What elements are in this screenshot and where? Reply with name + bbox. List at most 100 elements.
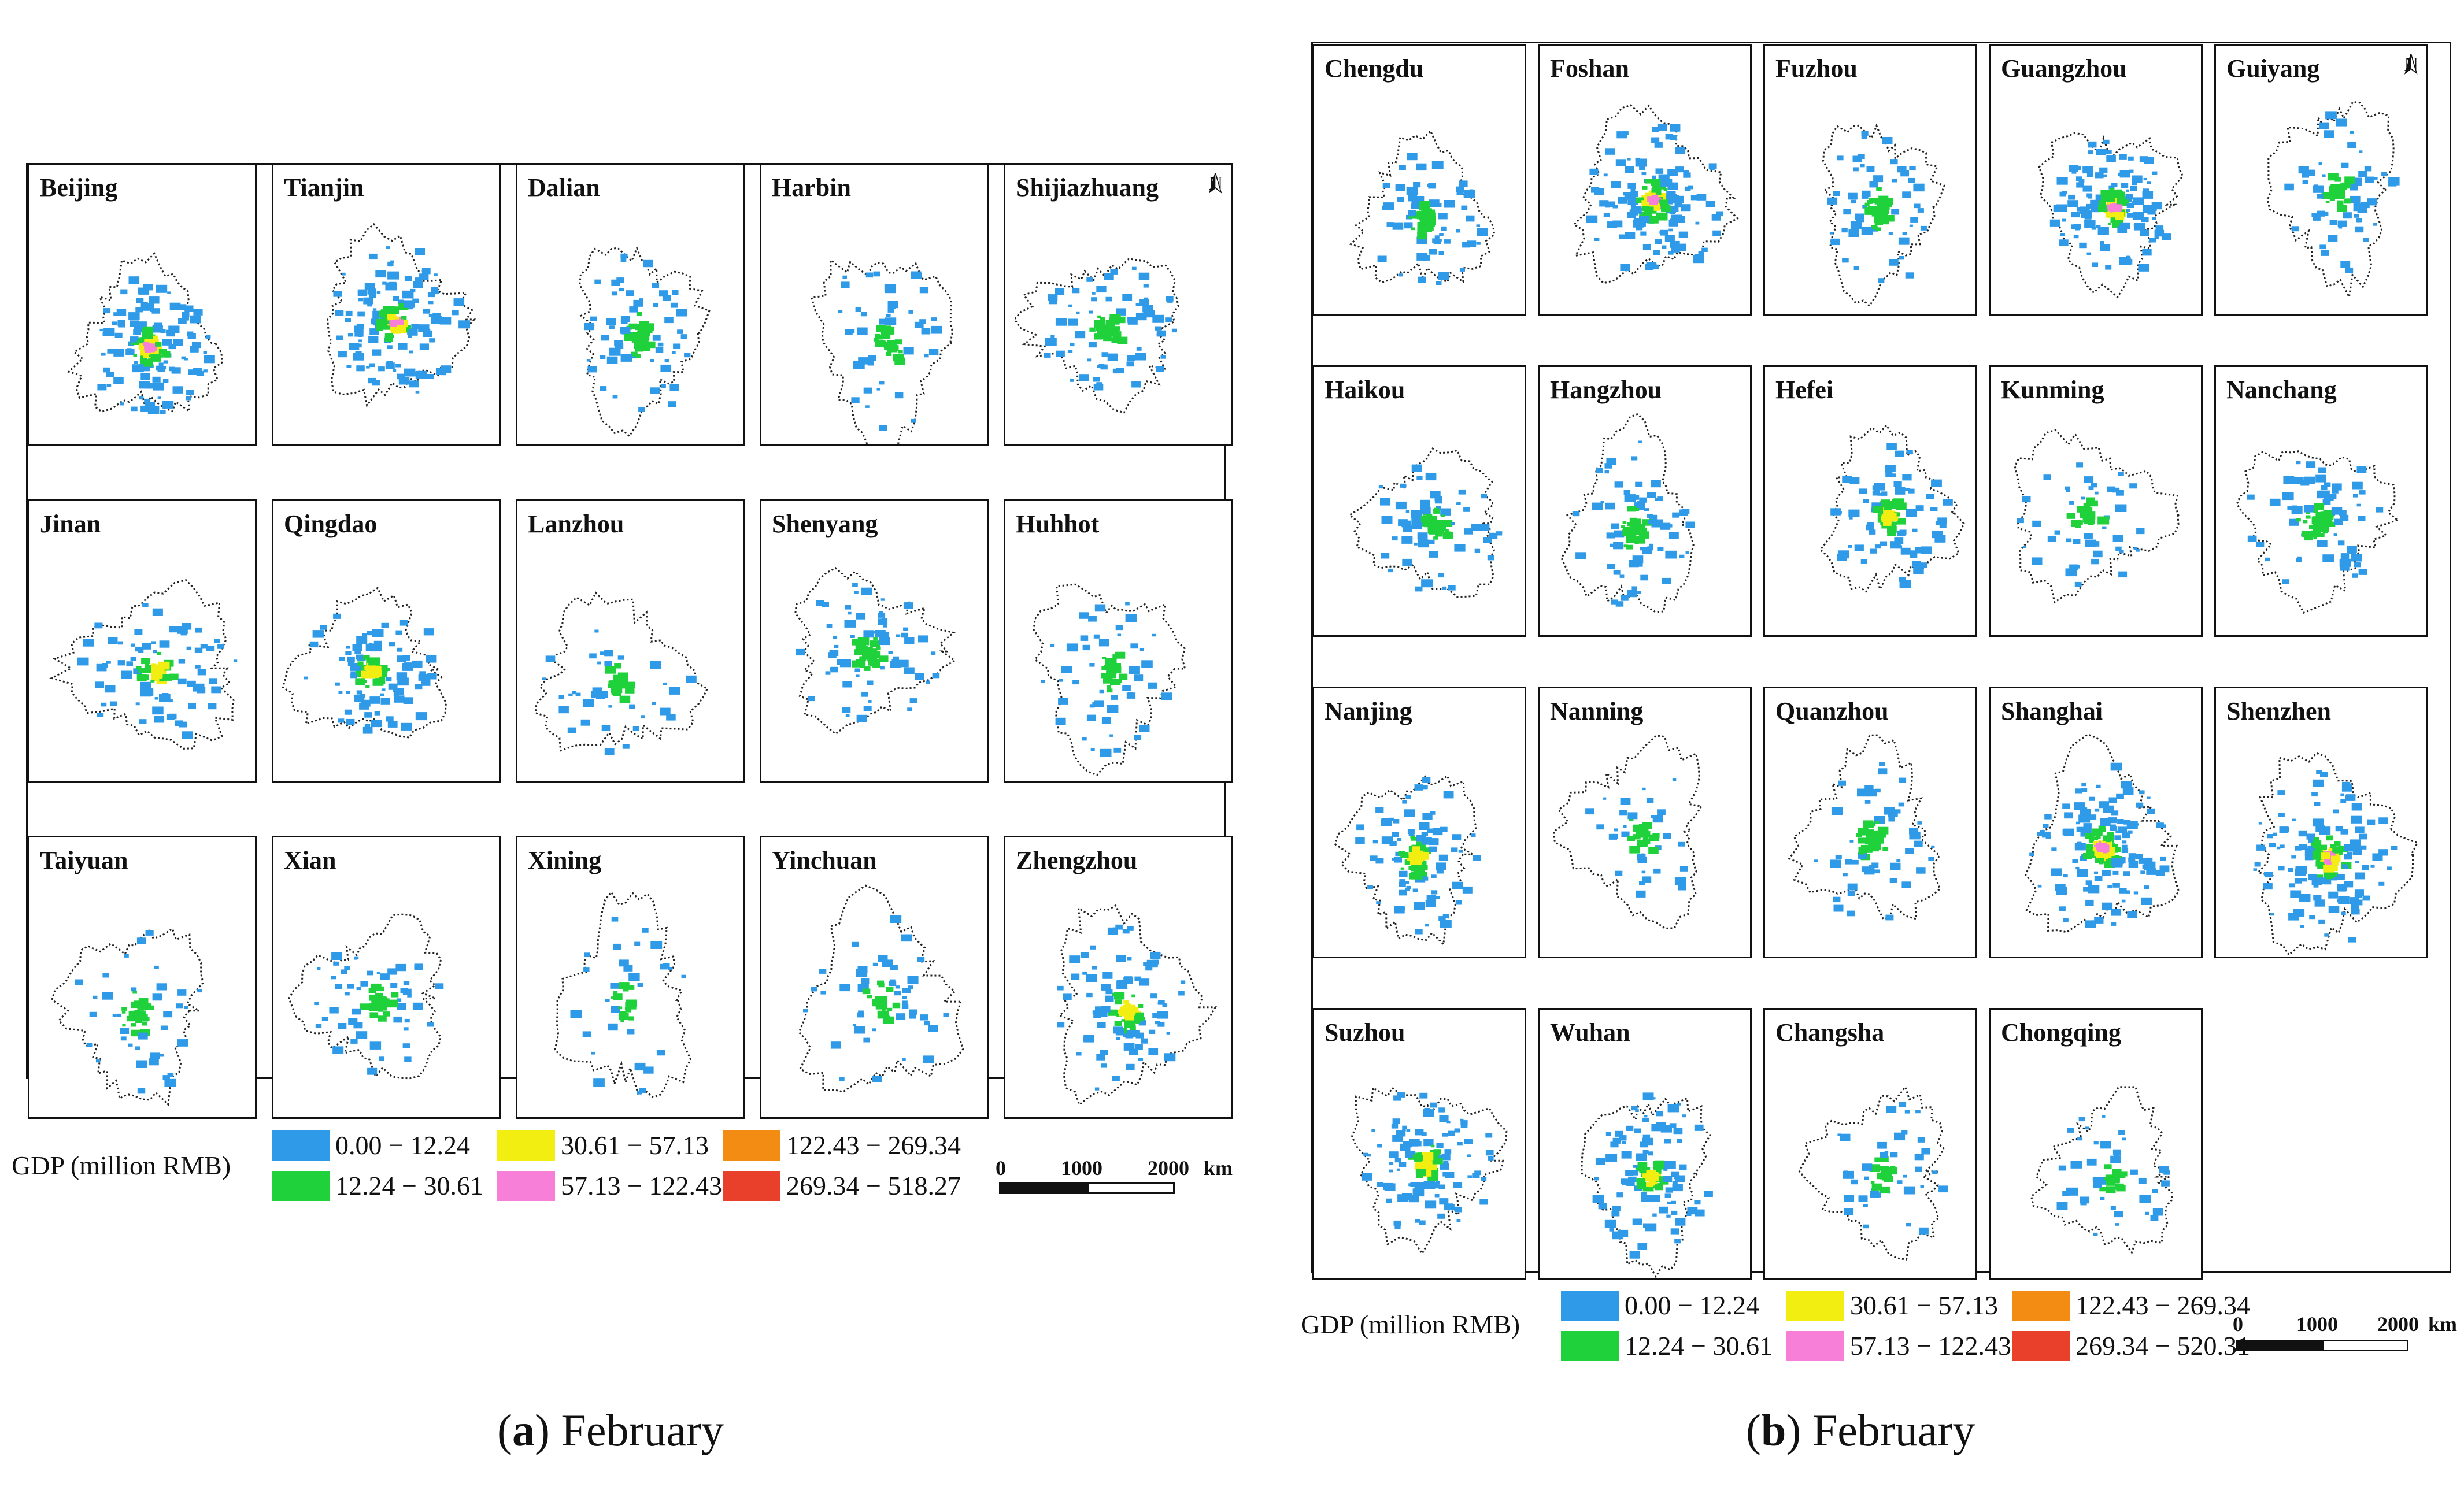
shenyang-gdp-pixels	[796, 583, 940, 722]
nanchang-map	[2236, 450, 2400, 614]
fuzhou-gdp-pixels	[1827, 131, 1927, 283]
fuzhou-map	[1822, 123, 1945, 307]
lanzhou-gdp-pixels	[542, 629, 697, 755]
guangzhou-map	[2038, 132, 2184, 299]
legend-label: 12.24 − 30.61	[335, 1171, 483, 1200]
city-label: Chengdu	[1325, 54, 1424, 83]
north-arrow-icon: N	[1208, 173, 1223, 195]
hefei-gdp-pixels	[1830, 443, 1953, 588]
harbin-map	[810, 258, 954, 444]
legend-entry: 122.43 − 269.34	[2012, 1290, 2250, 1321]
city-panel-shenyang: Shenyang	[760, 499, 989, 783]
city-label: Hefei	[1775, 376, 1834, 404]
dalian-map	[579, 246, 711, 438]
wuhan-map	[1581, 1092, 1713, 1278]
scale-unit: km	[1204, 1156, 1233, 1180]
city-label: Foshan	[1550, 54, 1629, 83]
scale-tick-1000: 1000	[1061, 1156, 1102, 1180]
city-panel-xining: Xining	[516, 836, 745, 1119]
city-panel-lanzhou: Lanzhou	[516, 499, 745, 783]
xining-boundary	[554, 891, 692, 1099]
hefei-map	[1819, 424, 1965, 593]
guangzhou-gdp-pixels	[2049, 139, 2171, 272]
shijiazhuang-gdp-pixels	[1044, 266, 1177, 391]
legend-label: 269.34 − 518.27	[786, 1171, 961, 1200]
beijing-boundary	[67, 252, 224, 413]
harbin-gdp-pixels	[838, 271, 942, 431]
xining-gdp-pixels	[570, 917, 686, 1095]
huhhot-map	[1033, 583, 1186, 776]
city-panel-suzhou: Suzhou	[1312, 1008, 1526, 1280]
suzhou-gdp-pixels	[1362, 1092, 1494, 1229]
city-panel-wuhan: Wuhan	[1538, 1008, 1752, 1280]
guiyang-boundary	[2266, 101, 2395, 300]
beijing-map	[67, 252, 224, 414]
legend-swatch	[272, 1130, 330, 1161]
city-panel-jinan: Jinan	[28, 499, 257, 783]
quanzhou-gdp-pixels	[1814, 762, 1935, 921]
qingdao-gdp-pixels	[304, 613, 437, 734]
city-panel-nanjing: Nanjing	[1312, 687, 1526, 958]
kunming-map	[2014, 429, 2180, 604]
jinan-map	[49, 579, 238, 750]
city-panel-taiyuan: Taiyuan	[28, 836, 257, 1119]
taiyuan-boundary	[51, 927, 204, 1107]
scale-tick-2000: 2000	[1148, 1156, 1189, 1180]
shenzhen-map	[2253, 752, 2419, 957]
city-label: Jinan	[40, 510, 101, 538]
changsha-map	[1798, 1085, 1948, 1261]
city-label: Hangzhou	[1550, 376, 1662, 404]
city-panel-shijiazhuang: Shijiazhuang N	[1004, 163, 1233, 446]
city-label: Zhengzhou	[1016, 846, 1138, 874]
legend-label: 57.13 − 122.43	[561, 1171, 722, 1200]
legend-swatch	[497, 1170, 555, 1201]
city-label: Nanchang	[2226, 376, 2337, 404]
lanzhou-boundary	[534, 591, 709, 752]
legend-swatch	[1561, 1290, 1619, 1321]
city-panel-foshan: Foshan	[1538, 44, 1752, 316]
city-label: Yinchuan	[772, 846, 877, 874]
hangzhou-gdp-pixels	[1572, 440, 1695, 607]
chengdu-gdp-pixels	[1377, 153, 1488, 285]
beijing-gdp-pixels	[97, 276, 215, 414]
xian-gdp-pixels	[314, 952, 444, 1075]
jinan-gdp-pixels	[77, 603, 238, 739]
legend-title: GDP (million RMB)	[12, 1151, 231, 1180]
harbin-boundary	[810, 258, 954, 444]
shenyang-map	[794, 566, 957, 735]
city-label: Xining	[528, 846, 602, 874]
kunming-gdp-pixels	[2017, 462, 2145, 587]
legend-entry: 57.13 − 122.43	[1786, 1330, 2011, 1361]
city-panel-nanchang: Nanchang	[2214, 365, 2428, 637]
scale-unit: km	[2428, 1313, 2458, 1336]
legend-label: 269.34 − 520.31	[2075, 1331, 2250, 1360]
city-panel-yinchuan: Yinchuan	[760, 836, 989, 1119]
city-panel-shenzhen: Shenzhen	[2214, 687, 2428, 958]
scale-tick-2000: 2000	[2377, 1313, 2419, 1336]
city-panel-fuzhou: Fuzhou	[1763, 44, 1977, 316]
city-label: Huhhot	[1016, 510, 1100, 538]
city-panel-haikou: Haikou	[1312, 365, 1526, 637]
city-label: Nanjing	[1325, 697, 1412, 725]
yinchuan-boundary	[798, 884, 964, 1093]
wuhan-boundary	[1581, 1096, 1711, 1278]
legend-label: 57.13 − 122.43	[1850, 1331, 2011, 1360]
city-label: Changsha	[1775, 1018, 1885, 1047]
city-label: Chongqing	[2001, 1018, 2121, 1047]
legend-swatch	[2012, 1330, 2070, 1361]
nanchang-boundary	[2236, 450, 2400, 614]
legend-swatch	[723, 1130, 780, 1161]
nanchang-gdp-pixels	[2247, 461, 2384, 584]
legend-entry: 57.13 − 122.43	[497, 1170, 722, 1201]
legend-label: 122.43 − 269.34	[786, 1130, 961, 1160]
city-panel-huhhot: Huhhot	[1004, 499, 1233, 783]
city-panel-guangzhou: Guangzhou	[1989, 44, 2203, 316]
legend-swatch	[1561, 1330, 1619, 1361]
city-panel-hefei: Hefei	[1763, 365, 1977, 637]
huhhot-gdp-pixels	[1041, 602, 1172, 757]
chongqing-boundary	[2030, 1086, 2173, 1255]
yinchuan-gdp-pixels	[803, 915, 949, 1082]
legend-title: GDP (million RMB)	[1301, 1310, 1520, 1339]
legend-label: 0.00 − 12.24	[335, 1130, 470, 1160]
taiyuan-map	[51, 927, 204, 1107]
